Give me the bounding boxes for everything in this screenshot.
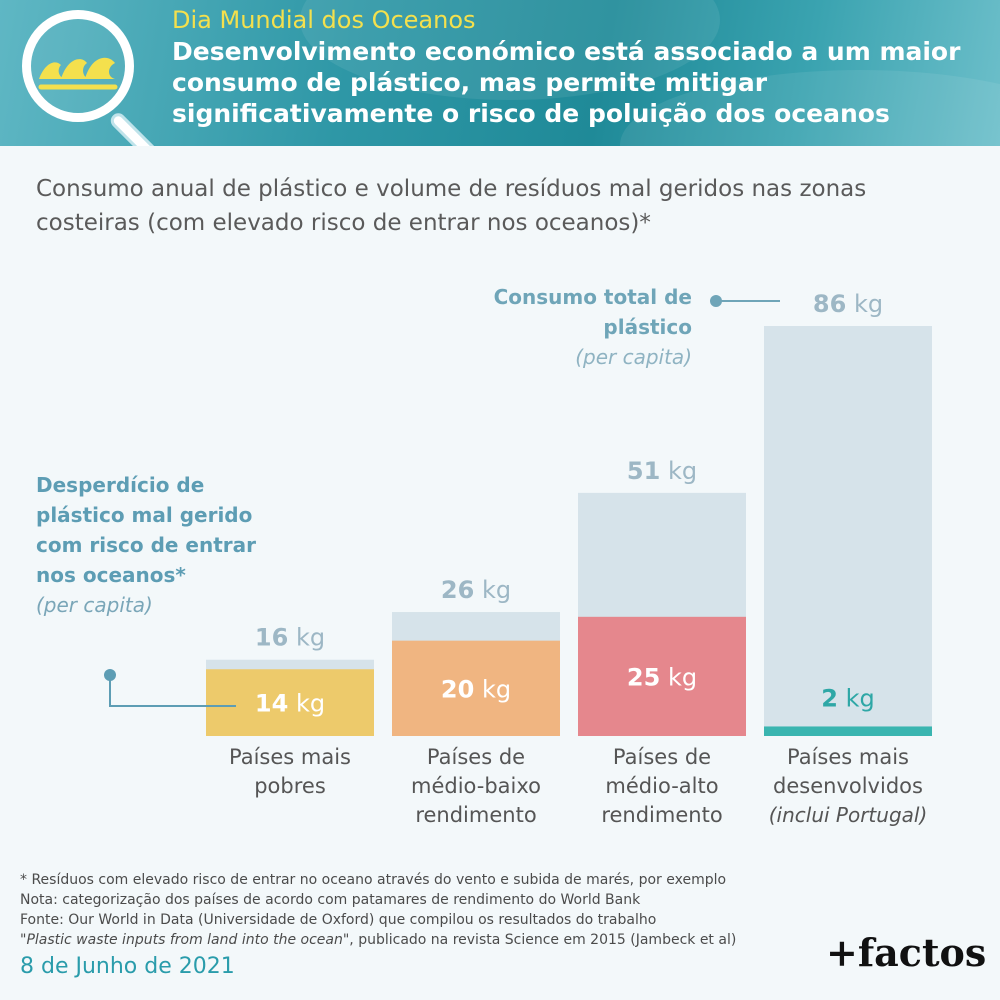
category-label: desenvolvidos bbox=[773, 774, 923, 798]
magnifier-waves-icon bbox=[22, 10, 134, 122]
publication-date: 8 de Junho de 2021 bbox=[20, 954, 235, 979]
category-note: (inclui Portugal) bbox=[769, 803, 928, 827]
category-label: rendimento bbox=[601, 803, 722, 827]
footnote-note: Nota: categorização dos países de acordo… bbox=[20, 892, 641, 908]
category-label: Países de bbox=[613, 745, 711, 769]
waste-value-label: 25 kg bbox=[627, 663, 697, 691]
banner-title: Desenvolvimento económico está associado… bbox=[172, 37, 961, 128]
footnote-source-paper: "Plastic waste inputs from land into the… bbox=[20, 932, 737, 948]
total-consumption-label: Consumo total de plástico bbox=[493, 285, 692, 339]
waste-connector-line bbox=[109, 675, 236, 707]
waves-icon bbox=[38, 57, 118, 90]
total-value-label: 86 kg bbox=[813, 290, 883, 318]
brand-logo: +factos bbox=[826, 930, 987, 975]
category-label: médio-alto bbox=[605, 774, 718, 798]
category-label: médio-baixo bbox=[411, 774, 541, 798]
waste-value-label: 2 kg bbox=[821, 684, 874, 712]
total-consumption-sub: (per capita) bbox=[575, 345, 692, 369]
waste-value-label: 20 kg bbox=[441, 675, 511, 703]
total-bar bbox=[764, 326, 932, 736]
paper-title: Plastic waste inputs from land into the … bbox=[26, 932, 343, 948]
waste-bar bbox=[578, 616, 746, 736]
chart-subtitle: Consumo anual de plástico e volume de re… bbox=[36, 176, 867, 236]
waste-bar bbox=[392, 640, 560, 736]
footnote-asterisk: * Resíduos com elevado risco de entrar n… bbox=[20, 872, 727, 888]
bar-chart: 16 kg 14 kg Países mais pobres 26 kg 20 kg Paí… bbox=[104, 290, 932, 827]
waste-bar bbox=[206, 669, 374, 736]
category-label: rendimento bbox=[415, 803, 536, 827]
total-value-label: 26 kg bbox=[441, 576, 511, 604]
mismanaged-waste-label: Desperdício de plástico mal gerido com r… bbox=[36, 473, 257, 587]
waste-bar bbox=[764, 726, 932, 736]
category-label: pobres bbox=[254, 774, 326, 798]
total-consumption-annotation: Consumo total de plástico (per capita) bbox=[460, 282, 692, 372]
total-value-label: 51 kg bbox=[627, 457, 697, 485]
mismanaged-waste-sub: (per capita) bbox=[36, 593, 153, 617]
mismanaged-waste-annotation: Desperdício de plástico mal gerido com r… bbox=[36, 470, 256, 620]
category-label: Países de bbox=[427, 745, 525, 769]
waste-value-label: 14 kg bbox=[255, 690, 325, 718]
header-banner: Dia Mundial dos Oceanos Desenvolvimento … bbox=[0, 0, 1000, 146]
category-label: Países mais bbox=[229, 745, 351, 769]
category-label: Países mais bbox=[787, 745, 909, 769]
banner-kicker: Dia Mundial dos Oceanos bbox=[172, 6, 476, 34]
footnote-source: Fonte: Our World in Data (Universidade d… bbox=[20, 912, 657, 928]
total-value-label: 16 kg bbox=[255, 624, 325, 652]
footer-notes: * Resíduos com elevado risco de entrar n… bbox=[20, 870, 840, 950]
